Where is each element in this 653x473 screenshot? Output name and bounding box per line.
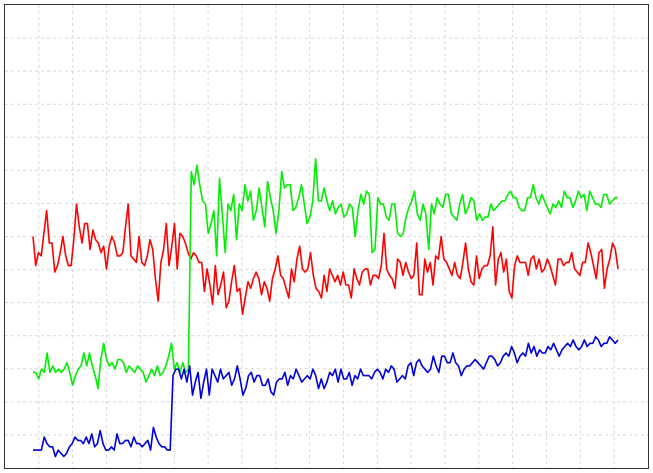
series-group bbox=[32, 158, 619, 458]
series-line-1 bbox=[32, 203, 619, 316]
plot-frame bbox=[4, 4, 649, 469]
series-line-3 bbox=[33, 335, 619, 458]
series-line-2 bbox=[33, 158, 618, 390]
